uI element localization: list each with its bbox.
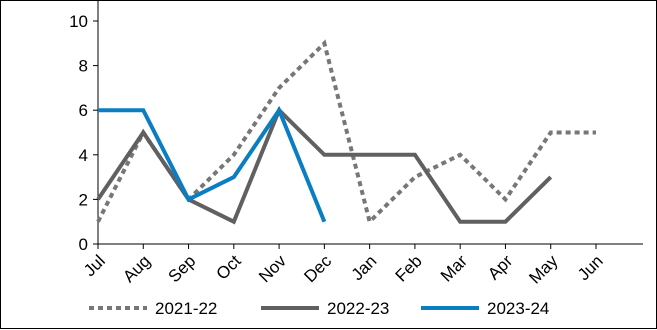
x-ticks: Jul Aug Sep Oct Nov Dec Jan Feb Mar Apr May Jun [80,244,607,288]
legend-label: 2022-23 [327,299,389,318]
series-line-2022-23 [96,106,553,225]
y-tick-label: 0 [79,235,88,254]
x-tick-label: May [525,251,561,287]
y-tick-label: 10 [69,12,88,31]
legend-label: 2021-22 [155,299,217,318]
y-tick-label: 2 [79,190,88,209]
x-tick-label: Dec [300,251,335,286]
y-tick-label: 6 [79,101,88,120]
y-ticks: 0 2 4 6 8 10 [69,12,98,254]
x-tick-label: Mar [437,251,471,285]
legend: 2021-22 2022-23 2023-24 [89,299,549,318]
x-tick-label: Feb [392,251,426,285]
x-tick-label: Apr [484,251,516,283]
x-tick-label: Jul [80,251,109,280]
x-tick-label: Jun [574,251,607,284]
y-tick-label: 8 [79,57,88,76]
series-lines [96,39,596,226]
x-tick-label: Jan [348,251,381,284]
axes [97,1,643,245]
x-tick-label: Sep [165,251,200,286]
series-line-2023-24 [98,105,327,223]
x-tick-label: Nov [255,251,290,286]
legend-label: 2023-24 [487,299,549,318]
x-tick-label: Oct [213,251,245,283]
y-tick-label: 4 [79,146,88,165]
series-line-2021-22 [96,39,596,226]
x-tick-label: Aug [119,251,154,286]
